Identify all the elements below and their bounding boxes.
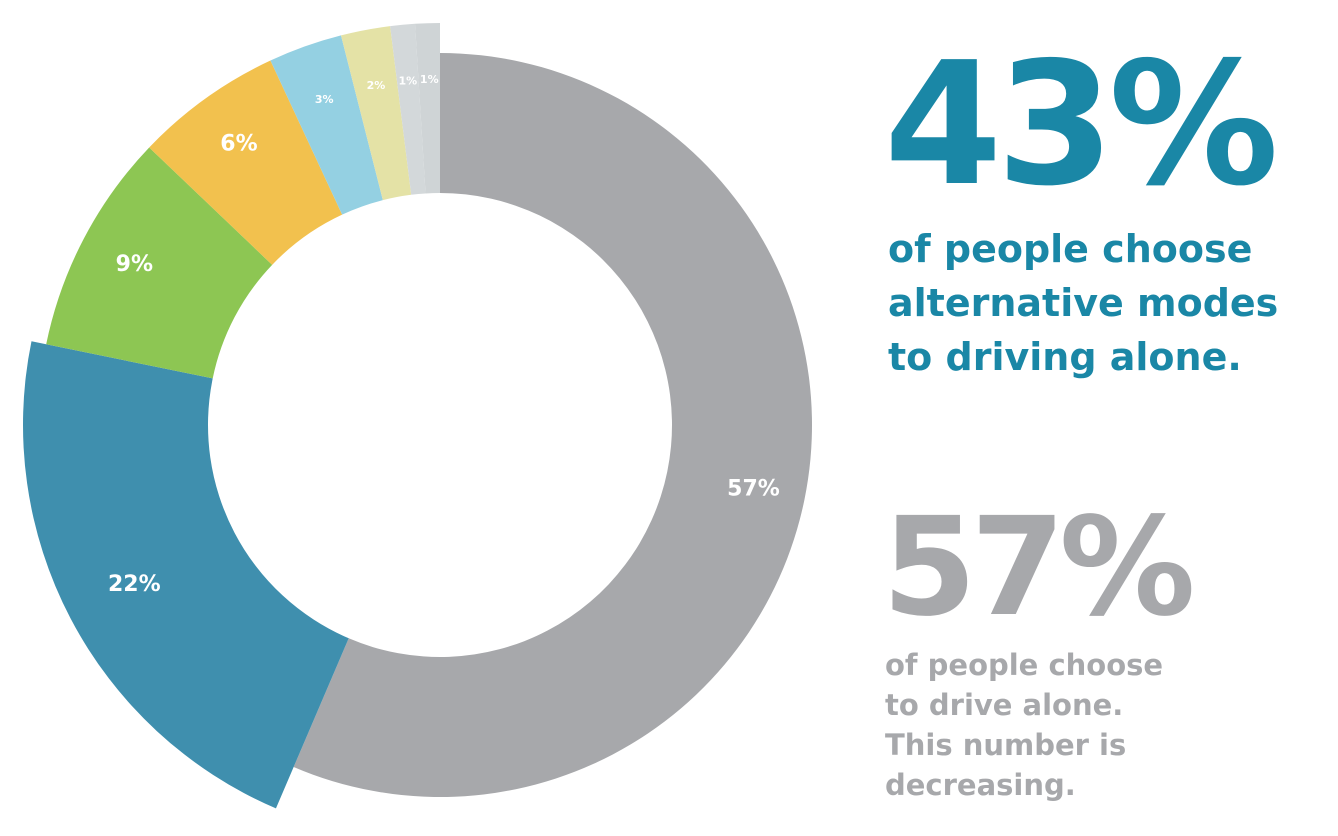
drive-alone-line-2: to drive alone. xyxy=(885,688,1124,722)
donut-slices xyxy=(22,23,812,809)
donut-slice-5 xyxy=(340,26,412,201)
slice-label-5: 2% xyxy=(367,79,386,92)
alternative-line-2: alternative modes xyxy=(888,281,1279,325)
drive-alone-description: of people choose to drive alone. This nu… xyxy=(885,645,1163,805)
drive-alone-percentage: 57% xyxy=(882,489,1196,647)
donut-slice-1 xyxy=(22,341,349,809)
slice-label-6: 1% xyxy=(399,75,418,88)
slice-label-2: 9% xyxy=(116,252,153,277)
donut-slice-6 xyxy=(390,23,426,195)
donut-slice-4 xyxy=(270,35,383,215)
drive-alone-line-4: decreasing. xyxy=(885,768,1076,802)
donut-chart: 57% 22% 9% 6% 3% 2% 1% 1% xyxy=(22,23,812,809)
donut-slice-2 xyxy=(46,147,273,379)
alternative-modes-percentage: 43% xyxy=(884,26,1279,224)
donut-slice-7 xyxy=(415,23,440,194)
drive-alone-line-3: This number is xyxy=(885,728,1127,762)
slice-label-0: 57% xyxy=(727,476,780,501)
slice-label-7: 1% xyxy=(420,73,439,86)
alternative-line-3: to driving alone. xyxy=(888,335,1242,379)
donut-slice-0 xyxy=(293,53,812,797)
drive-alone-line-1: of people choose xyxy=(885,648,1164,682)
donut-slice-3 xyxy=(149,60,343,265)
slice-label-3: 6% xyxy=(220,132,257,157)
donut-labels: 57% 22% 9% 6% 3% 2% 1% 1% xyxy=(108,73,780,597)
slice-label-1: 22% xyxy=(108,572,161,597)
alternative-modes-description: of people choose alternative modes to dr… xyxy=(888,222,1278,384)
alternative-line-1: of people choose xyxy=(888,227,1253,271)
slice-label-4: 3% xyxy=(315,93,334,106)
